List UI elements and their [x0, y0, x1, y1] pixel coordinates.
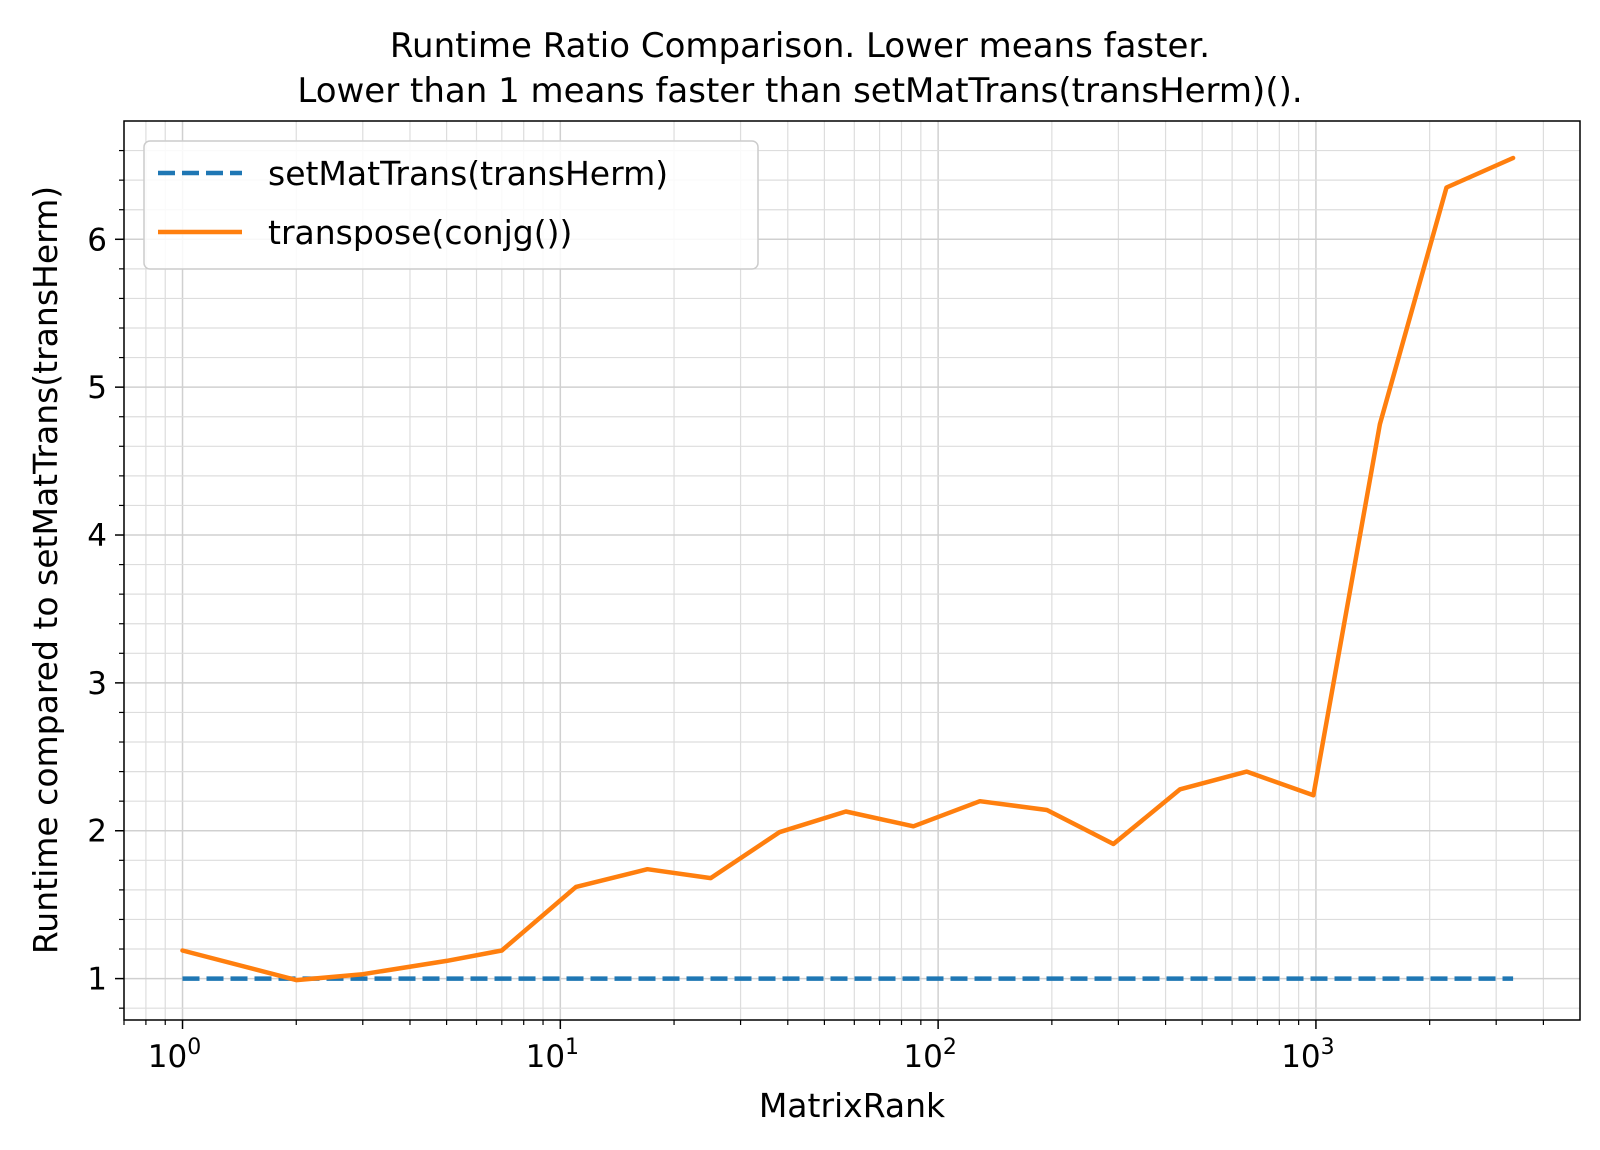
data-point-series-1 — [574, 885, 578, 889]
y-tick-label: 3 — [87, 666, 107, 702]
data-point-series-0 — [1444, 976, 1448, 980]
data-point-series-0 — [1178, 976, 1182, 980]
data-point-series-0 — [844, 976, 848, 980]
data-point-series-0 — [1045, 976, 1049, 980]
x-tick-label: 102 — [903, 1035, 956, 1075]
data-point-series-0 — [180, 976, 184, 980]
legend-label-setmattrans: setMatTrans(transHerm) — [268, 154, 668, 193]
chart-title-line-2: Lower than 1 means faster than setMatTra… — [297, 71, 1303, 111]
y-tick-label: 4 — [87, 518, 107, 554]
data-point-series-1 — [777, 830, 781, 834]
data-point-series-1 — [1111, 842, 1115, 846]
data-point-series-1 — [978, 799, 982, 803]
x-tick-label: 100 — [148, 1035, 201, 1075]
data-point-series-0 — [1511, 976, 1515, 980]
data-point-series-1 — [1178, 787, 1182, 791]
data-point-series-0 — [645, 976, 649, 980]
data-point-series-0 — [1245, 976, 1249, 980]
series-line-1 — [180, 155, 1516, 983]
legend-box — [143, 140, 759, 270]
data-point-series-0 — [777, 976, 781, 980]
legend-label-transpose: transpose(conjg()) — [268, 213, 572, 252]
x-tick-label: 103 — [1281, 1035, 1334, 1075]
legend: setMatTrans(transHerm) transpose(conjg()… — [143, 140, 759, 270]
data-point-series-1 — [1378, 422, 1382, 426]
data-point-series-1 — [911, 824, 915, 828]
data-point-series-1 — [361, 972, 365, 976]
y-tick-label: 1 — [87, 962, 107, 998]
data-point-series-1 — [1311, 793, 1315, 797]
data-point-series-0 — [1111, 976, 1115, 980]
data-point-series-0 — [1311, 976, 1315, 980]
data-point-series-1 — [444, 959, 448, 963]
data-point-series-1 — [1245, 769, 1249, 773]
data-point-series-1 — [294, 978, 298, 982]
data-point-series-0 — [978, 976, 982, 980]
data-point-series-1 — [180, 948, 184, 952]
data-point-series-1 — [500, 948, 504, 952]
plot-frame — [123, 120, 1581, 1021]
data-point-series-1 — [844, 809, 848, 813]
data-point-series-0 — [500, 976, 504, 980]
chart-title-line-1: Runtime Ratio Comparison. Lower means fa… — [389, 26, 1211, 66]
y-tick-label: 5 — [87, 370, 107, 406]
data-point-series-1 — [1511, 156, 1515, 160]
data-point-series-0 — [911, 976, 915, 980]
y-tick-label: 6 — [87, 222, 107, 258]
data-point-series-0 — [574, 976, 578, 980]
data-point-series-0 — [444, 976, 448, 980]
data-point-series-1 — [709, 876, 713, 880]
data-point-series-0 — [361, 976, 365, 980]
data-point-series-0 — [1378, 976, 1382, 980]
y-tick-label: 2 — [87, 814, 107, 850]
y-axis-label: Runtime compared to setMatTrans(transHer… — [26, 186, 65, 954]
data-point-series-0 — [709, 976, 713, 980]
data-point-series-1 — [1444, 185, 1448, 189]
data-point-series-1 — [1045, 808, 1049, 812]
axis-ticks: 100 101 102 103 1 2 3 4 5 6 — [87, 149, 1544, 1075]
series-layer — [180, 155, 1516, 983]
x-axis-label: MatrixRank — [759, 1086, 946, 1125]
data-point-series-1 — [645, 867, 649, 871]
x-tick-label: 101 — [526, 1035, 579, 1075]
